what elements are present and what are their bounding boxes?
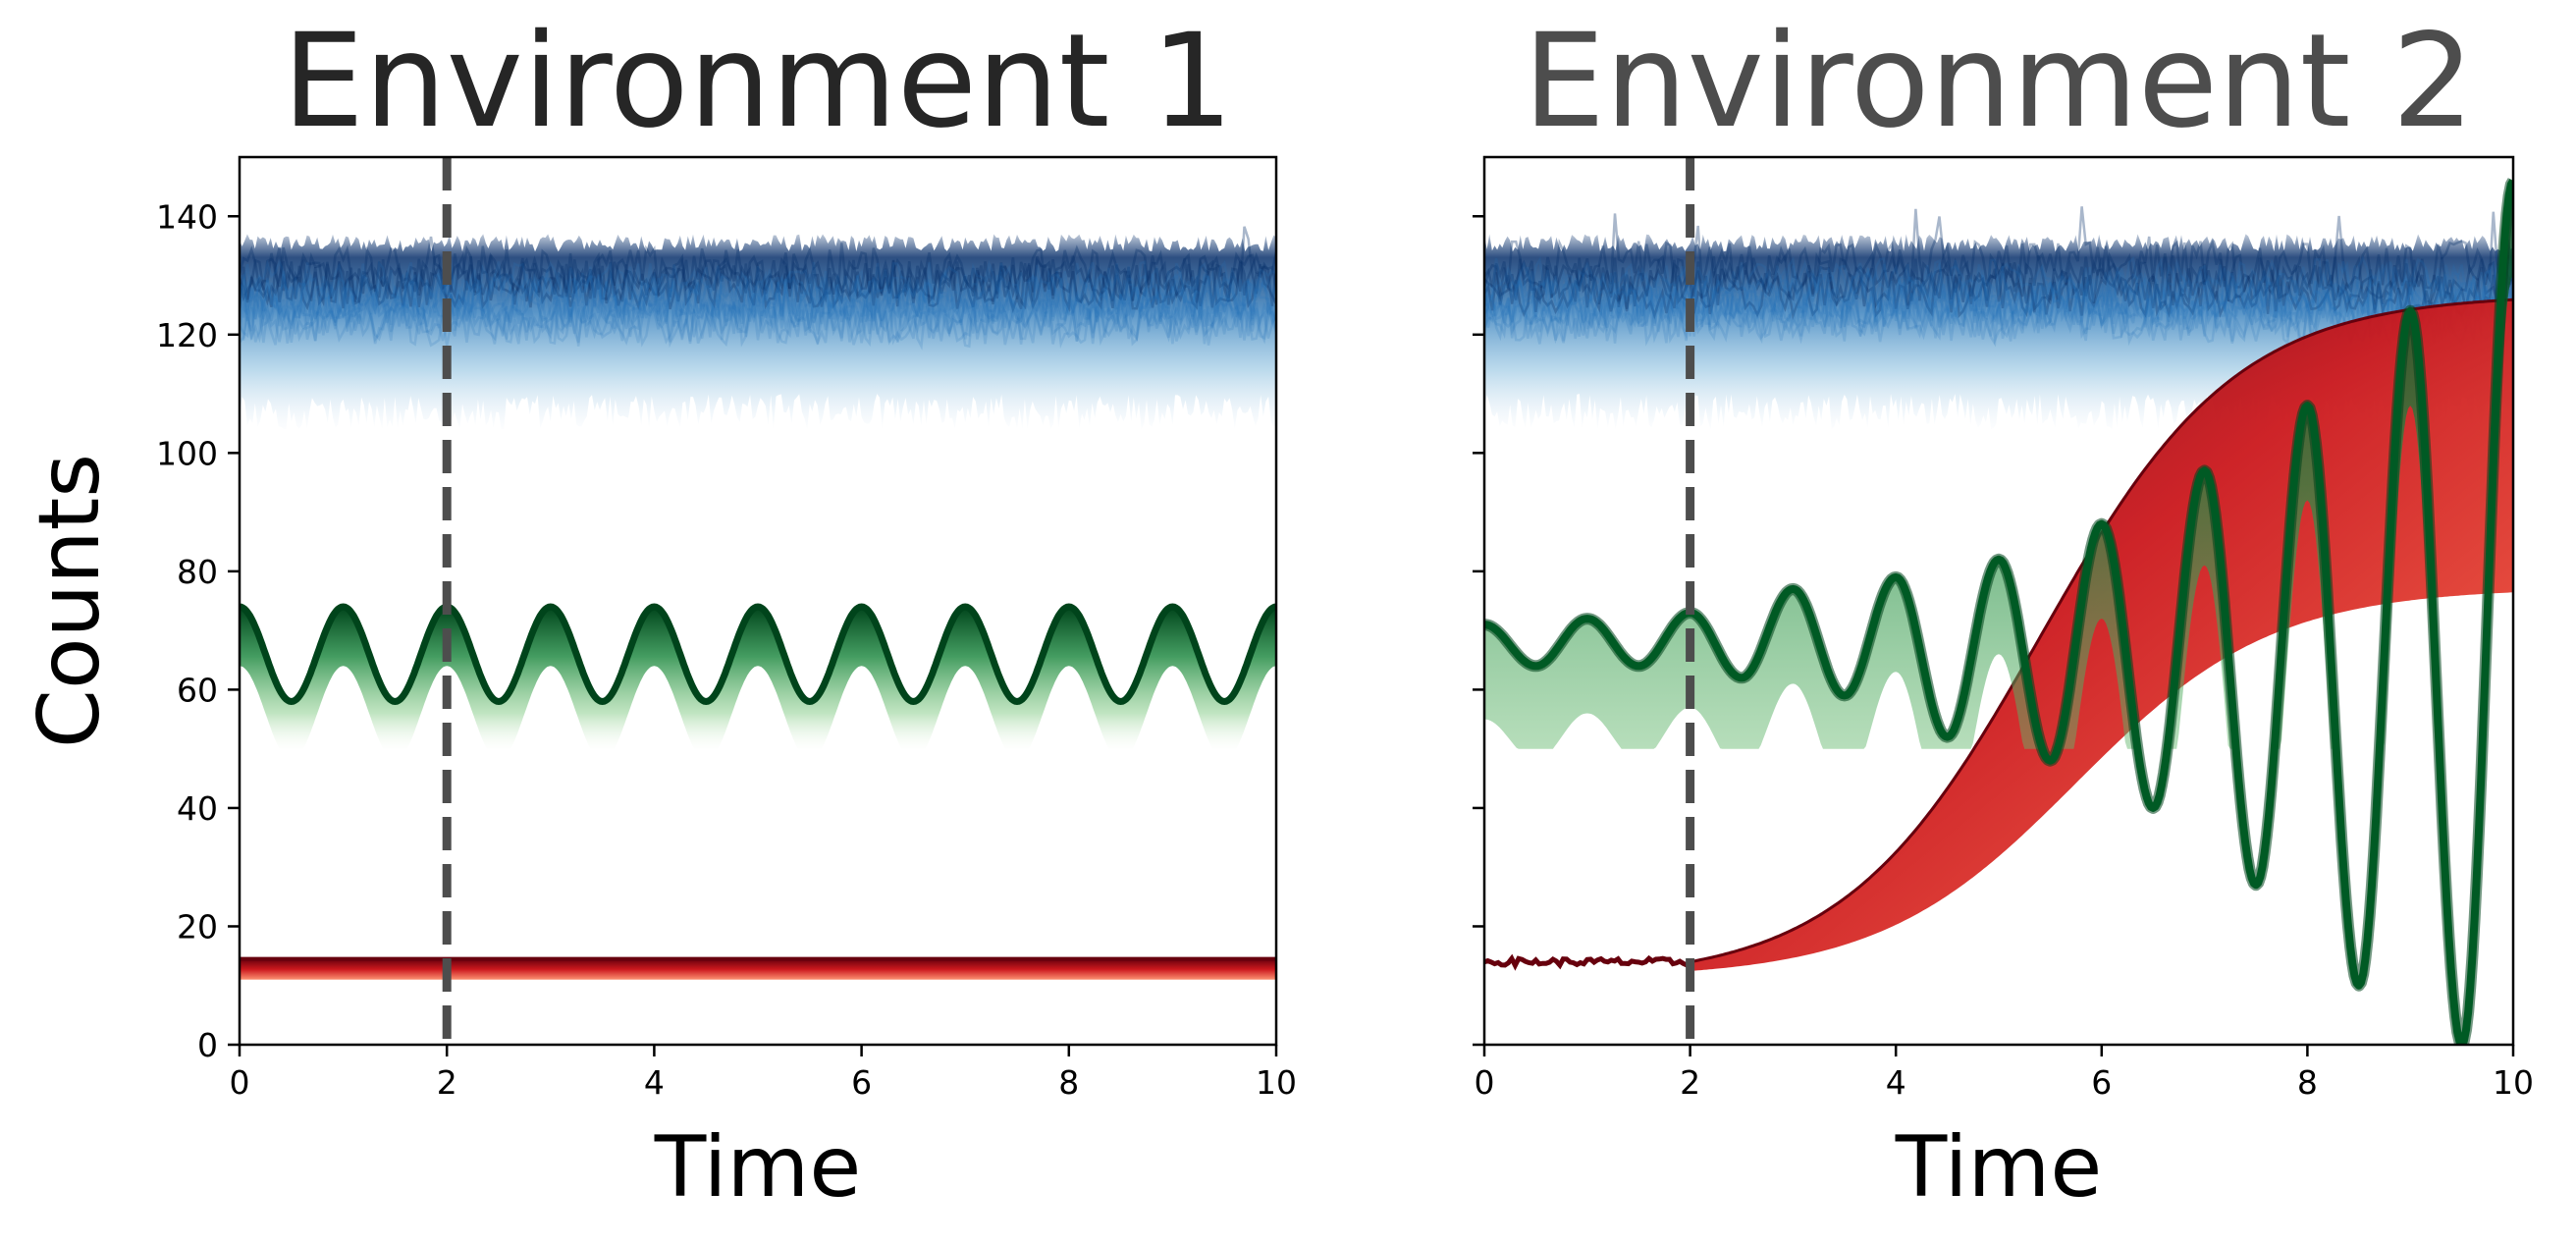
trace-blue: [240, 275, 1276, 331]
trace-blue: [240, 244, 1276, 299]
trace-blue: [1484, 260, 2513, 316]
y-tick-label: 120: [156, 316, 218, 354]
trace-blue: [240, 296, 1276, 351]
x-tick-label: 10: [2493, 1063, 2534, 1102]
trace-blue: [1484, 251, 2513, 305]
series-green: [1484, 178, 2513, 1045]
trace-blue: [1484, 206, 2513, 293]
x-axis-label: Time: [1895, 1118, 2102, 1217]
y-tick-label: 140: [156, 197, 218, 236]
trace-blue: [1484, 286, 2513, 342]
x-tick-label: 6: [2091, 1063, 2112, 1102]
x-tick-label: 2: [437, 1063, 457, 1102]
trace-blue: [240, 226, 1276, 313]
trace-blue: [240, 295, 1276, 350]
plot-area: [240, 226, 1276, 980]
series-blue: [240, 226, 1276, 430]
band-green: [1484, 181, 2513, 1045]
trace-blue: [240, 256, 1276, 310]
series-red: [240, 956, 1276, 980]
trace-blue: [1484, 275, 2513, 332]
y-tick-label: 40: [177, 789, 218, 828]
line-red-baseline: [1484, 953, 1691, 971]
trace-blue: [1484, 293, 2513, 348]
trace-blue: [1484, 255, 2513, 309]
trace-blue: [240, 270, 1276, 326]
x-tick-label: 10: [1256, 1063, 1297, 1102]
y-tick-label: 60: [177, 671, 218, 709]
plot-area: [1484, 178, 2513, 1045]
axes-frame: [1482, 155, 2515, 1047]
y-tick-label: 100: [156, 434, 218, 472]
x-tick-label: 8: [1058, 1063, 1079, 1102]
x-tick-label: 6: [851, 1063, 872, 1102]
x-tick-label: 0: [230, 1063, 250, 1102]
trace-blue: [1484, 273, 2513, 328]
x-tick-label: 2: [1680, 1063, 1700, 1102]
y-tick-label: 80: [177, 553, 218, 591]
y-tick-label: 0: [197, 1026, 218, 1064]
band-blue: [240, 234, 1276, 430]
x-tick-label: 4: [1886, 1063, 1906, 1102]
trace-blue: [240, 274, 1276, 330]
line-green: [240, 603, 1276, 706]
trace-blue: [1484, 277, 2513, 333]
trace-blue: [240, 270, 1276, 321]
axes-frame: [238, 155, 1278, 1047]
trace-blue: [240, 267, 1276, 321]
panel-title: Environment 1: [283, 6, 1234, 157]
trace-blue: [1484, 277, 2513, 331]
trace-blue: [1484, 259, 2513, 313]
panel-environment-2: 0 2 4 6 8 10 Environment 2 Time: [1473, 6, 2534, 1217]
band-red: [240, 958, 1276, 980]
x-tick-label: 4: [644, 1063, 665, 1102]
x-axis-label: Time: [654, 1118, 861, 1217]
line-green: [1484, 179, 2513, 1045]
band-green: [240, 607, 1276, 749]
trace-blue: [1484, 264, 2513, 321]
trace-blue: [240, 251, 1276, 307]
trace-blue: [1484, 264, 2513, 320]
trace-blue: [240, 282, 1276, 336]
trace-blue: [240, 258, 1276, 311]
x-tick-label: 0: [1475, 1063, 1495, 1102]
x-tick-label: 8: [2297, 1063, 2318, 1102]
series-green: [240, 603, 1276, 749]
trace-blue: [240, 292, 1276, 347]
y-tick-label: 20: [177, 907, 218, 946]
y-axis-label: Counts: [21, 454, 119, 748]
panel-title: Environment 2: [1524, 6, 2475, 157]
